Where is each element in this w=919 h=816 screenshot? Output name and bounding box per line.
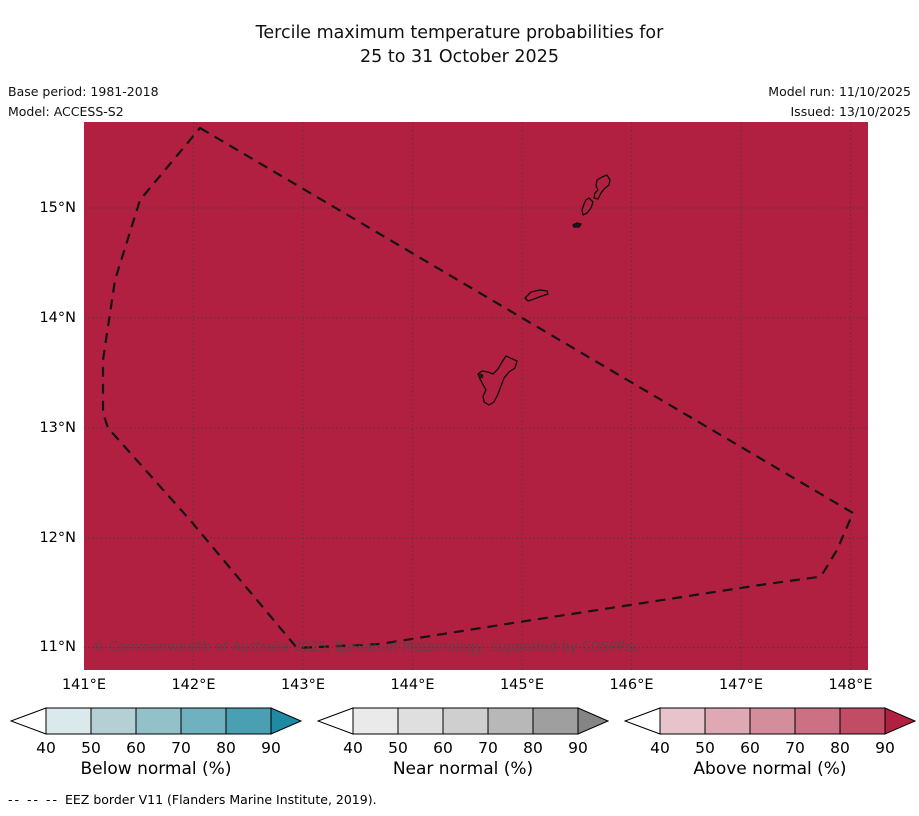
island-guam-harbor-mark — [478, 373, 484, 379]
lat-tick-14n: 14°N — [39, 310, 76, 326]
lon-tick-141e: 141°E — [61, 677, 107, 693]
colorbar-segment — [90, 707, 137, 735]
colorbar-label-above-normal: Above normal (%) — [693, 759, 847, 779]
base-period-label: Base period: 1981-2018 — [8, 84, 159, 99]
colorbar-segment — [180, 707, 227, 735]
colorbar-segment — [225, 707, 272, 735]
colorbar-label-below-normal: Below normal (%) — [80, 759, 232, 779]
lon-tick-146e: 146°E — [609, 677, 654, 693]
figure-title: Tercile maximum temperature probabilitie… — [0, 21, 919, 69]
lon-tick-144e: 144°E — [390, 677, 435, 693]
colorbar-left-arrow — [10, 707, 47, 735]
colorbar-right-arrow — [270, 707, 302, 735]
lat-tick-13n: 13°N — [39, 420, 76, 436]
tick-60: 60 — [126, 739, 146, 757]
tick-90: 90 — [261, 739, 281, 757]
meta-right: Model run: 11/10/2025 Issued: 13/10/2025 — [768, 82, 911, 122]
tick-60: 60 — [433, 739, 453, 757]
colorbar-label-near-normal: Near normal (%) — [392, 759, 534, 779]
copyright-notice: © Commonwealth of Australia 2025, Bureau… — [92, 640, 640, 655]
island-rota-outline — [524, 289, 549, 302]
colorbar-segment — [839, 707, 886, 735]
colorbar-above-normal: 40 50 60 70 80 90 Above normal (%) — [624, 706, 916, 779]
map-canvas — [84, 122, 868, 670]
graticule — [84, 122, 868, 670]
tick-50: 50 — [81, 739, 101, 757]
island-saipan-outline — [593, 174, 611, 200]
colorbar-near-normal-bar — [317, 707, 609, 735]
colorbar-below-normal: 40 50 60 70 80 90 Below normal (%) — [10, 706, 302, 779]
colorbar-segment — [704, 707, 751, 735]
map-area: © Commonwealth of Australia 2025, Bureau… — [84, 122, 868, 670]
tick-40: 40 — [36, 739, 56, 757]
island-tinian-outline — [581, 197, 594, 216]
island-guam-outline — [477, 355, 518, 406]
colorbar-segment — [794, 707, 841, 735]
tick-70: 70 — [171, 739, 191, 757]
tick-60: 60 — [740, 739, 760, 757]
colorbar-left-arrow — [317, 707, 354, 735]
colorbar-above-normal-bar — [624, 707, 916, 735]
tick-90: 90 — [875, 739, 895, 757]
issued-label: Issued: 13/10/2025 — [790, 104, 912, 119]
lon-tick-145e: 145°E — [499, 677, 545, 693]
colorbar-segment — [442, 707, 489, 735]
colorbar-segment — [135, 707, 182, 735]
colorbar-segment — [352, 707, 399, 735]
tick-40: 40 — [650, 739, 670, 757]
model-run-label: Model run: 11/10/2025 — [768, 84, 911, 99]
tick-90: 90 — [568, 739, 588, 757]
figure-title-line1: Tercile maximum temperature probabilitie… — [255, 23, 664, 43]
colorbar-ticks: 40 50 60 70 80 90 — [10, 738, 302, 758]
island-aguijan — [572, 222, 582, 228]
lon-tick-148e: 148°E — [828, 677, 873, 693]
tick-80: 80 — [216, 739, 236, 757]
figure-title-line2: 25 to 31 October 2025 — [360, 47, 559, 67]
lon-tick-147e: 147°E — [718, 677, 764, 693]
colorbar-segment — [532, 707, 579, 735]
lat-tick-15n: 15°N — [39, 200, 76, 216]
meta-left: Base period: 1981-2018 Model: ACCESS-S2 — [8, 82, 159, 122]
colorbar-near-normal: 40 50 60 70 80 90 Near normal (%) — [317, 706, 609, 779]
tick-50: 50 — [695, 739, 715, 757]
colorbar-segment — [45, 707, 92, 735]
eez-border — [101, 126, 855, 650]
tick-50: 50 — [388, 739, 408, 757]
colorbar-segment — [659, 707, 706, 735]
colorbar-left-arrow — [624, 707, 661, 735]
colorbar-ticks: 40 50 60 70 80 90 — [624, 738, 916, 758]
tick-70: 70 — [785, 739, 805, 757]
tick-80: 80 — [830, 739, 850, 757]
lon-tick-142e: 142°E — [171, 677, 216, 693]
colorbar-segment — [487, 707, 534, 735]
tick-40: 40 — [343, 739, 363, 757]
colorbar-right-arrow — [577, 707, 609, 735]
eez-footnote: -- -- -- EEZ border V11 (Flanders Marine … — [8, 792, 377, 807]
model-label: Model: ACCESS-S2 — [8, 104, 124, 119]
lat-tick-11n: 11°N — [39, 639, 76, 655]
colorbar-segment — [749, 707, 796, 735]
colorbar-segment — [397, 707, 444, 735]
eez-footnote-text: EEZ border V11 (Flanders Marine Institut… — [65, 792, 377, 807]
tick-80: 80 — [523, 739, 543, 757]
lat-tick-12n: 12°N — [39, 530, 76, 546]
colorbar-right-arrow — [884, 707, 916, 735]
eez-dash-sample: -- -- -- — [8, 792, 60, 807]
colorbar-ticks: 40 50 60 70 80 90 — [317, 738, 609, 758]
tick-70: 70 — [478, 739, 498, 757]
lon-tick-143e: 143°E — [280, 677, 326, 693]
colorbar-below-normal-bar — [10, 707, 302, 735]
